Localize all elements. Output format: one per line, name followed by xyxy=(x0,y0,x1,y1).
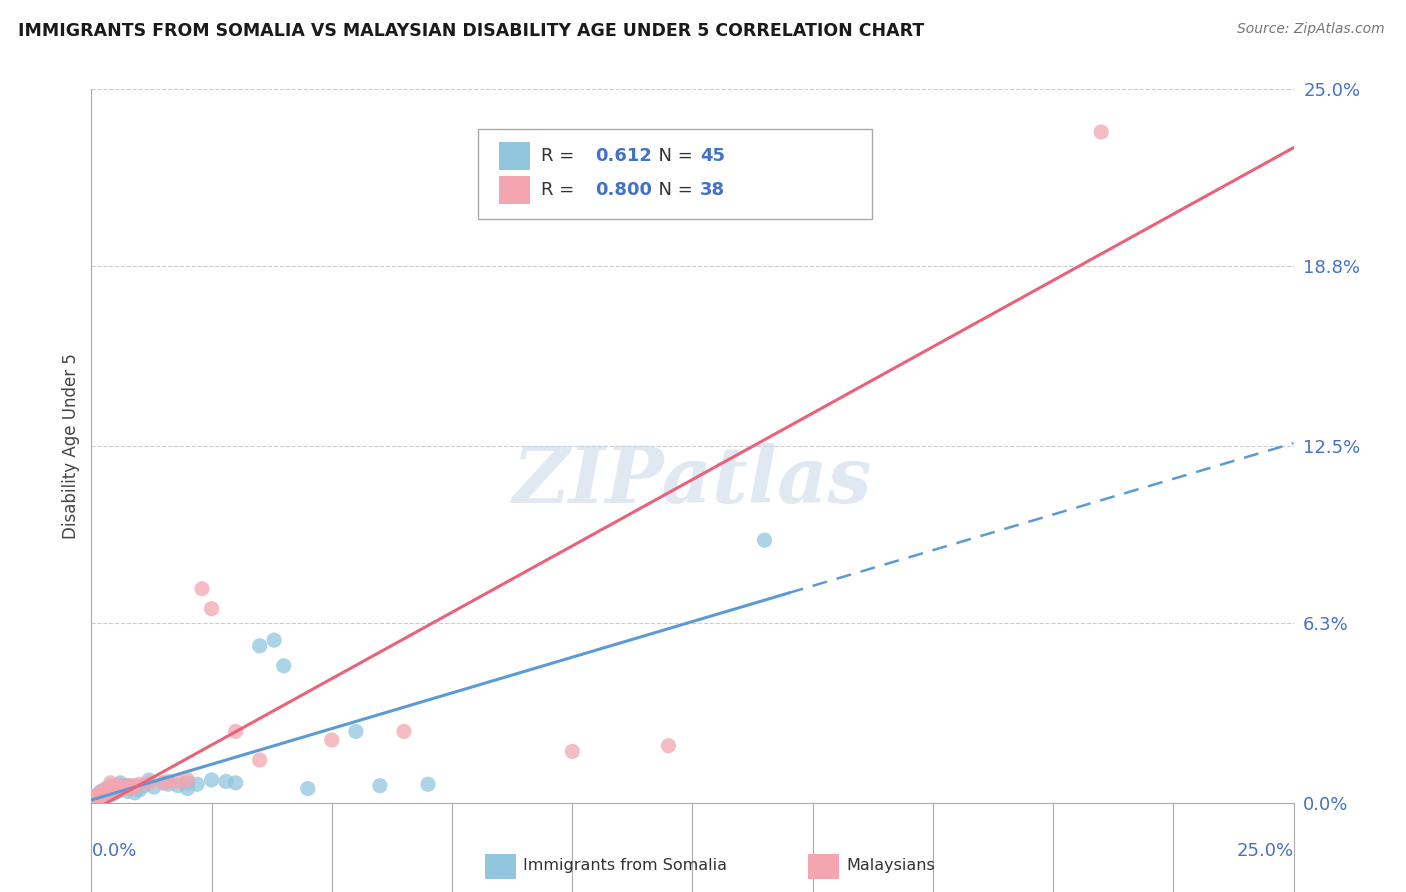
Point xyxy=(754,533,776,548)
Point xyxy=(368,779,391,793)
Point xyxy=(225,724,247,739)
Point xyxy=(117,784,139,798)
Point xyxy=(125,781,148,796)
Point xyxy=(111,781,134,796)
Point xyxy=(128,777,150,791)
Point xyxy=(392,724,415,739)
Point xyxy=(152,776,174,790)
Point xyxy=(114,780,136,794)
Text: Source: ZipAtlas.com: Source: ZipAtlas.com xyxy=(1237,22,1385,37)
Point xyxy=(157,777,180,791)
Point xyxy=(167,779,190,793)
Point xyxy=(93,784,115,798)
Point xyxy=(84,791,107,805)
Point xyxy=(124,786,146,800)
Point xyxy=(657,739,679,753)
Point xyxy=(263,633,285,648)
Point xyxy=(152,776,174,790)
Point xyxy=(200,772,222,787)
Point xyxy=(100,781,122,796)
Point xyxy=(1090,125,1112,139)
Point xyxy=(124,779,146,793)
Point xyxy=(176,772,198,787)
Point xyxy=(107,783,129,797)
Point xyxy=(89,790,111,805)
Point xyxy=(321,733,343,747)
Point xyxy=(110,776,132,790)
Point xyxy=(297,781,319,796)
Point xyxy=(94,781,117,796)
Point xyxy=(100,779,122,793)
Point xyxy=(167,774,190,789)
Point xyxy=(86,793,108,807)
Point xyxy=(157,774,180,789)
Point xyxy=(94,783,117,797)
Point xyxy=(90,789,112,803)
Point xyxy=(176,776,198,790)
Point xyxy=(101,787,124,801)
Point xyxy=(100,776,122,790)
Point xyxy=(91,791,114,805)
Point xyxy=(134,779,156,793)
Point xyxy=(344,724,367,739)
Point xyxy=(186,777,208,791)
Point xyxy=(87,787,110,801)
Point xyxy=(101,784,124,798)
Point xyxy=(97,784,120,798)
Point xyxy=(94,790,117,805)
Text: 0.612: 0.612 xyxy=(595,147,651,165)
Text: 0.0%: 0.0% xyxy=(91,842,136,860)
Text: ZIPatlas: ZIPatlas xyxy=(513,443,872,520)
Text: IMMIGRANTS FROM SOMALIA VS MALAYSIAN DISABILITY AGE UNDER 5 CORRELATION CHART: IMMIGRANTS FROM SOMALIA VS MALAYSIAN DIS… xyxy=(18,22,925,40)
Point xyxy=(191,582,214,596)
Point xyxy=(249,753,271,767)
Text: Malaysians: Malaysians xyxy=(846,858,935,872)
Point xyxy=(121,781,143,796)
Point xyxy=(84,790,107,805)
Point xyxy=(87,790,110,805)
Point xyxy=(83,793,105,807)
Point xyxy=(121,780,143,794)
Text: N =: N = xyxy=(647,181,699,199)
Point xyxy=(93,787,115,801)
Point xyxy=(273,658,295,673)
Point xyxy=(83,793,105,807)
Point xyxy=(86,789,108,803)
Text: N =: N = xyxy=(647,147,699,165)
Point xyxy=(138,772,160,787)
Point xyxy=(142,780,165,794)
Point xyxy=(104,780,127,794)
Text: 38: 38 xyxy=(700,181,725,199)
Point xyxy=(176,781,198,796)
Point xyxy=(118,779,141,793)
Point xyxy=(118,781,141,796)
Text: Immigrants from Somalia: Immigrants from Somalia xyxy=(523,858,727,872)
Point xyxy=(90,784,112,798)
Point xyxy=(117,779,139,793)
Point xyxy=(561,744,583,758)
Point xyxy=(215,774,238,789)
Point xyxy=(104,781,127,796)
Point xyxy=(94,787,117,801)
Point xyxy=(107,784,129,798)
Point xyxy=(114,779,136,793)
Y-axis label: Disability Age Under 5: Disability Age Under 5 xyxy=(62,353,80,539)
Text: 45: 45 xyxy=(700,147,725,165)
Text: 0.800: 0.800 xyxy=(595,181,652,199)
Point xyxy=(200,601,222,615)
Point xyxy=(225,776,247,790)
Point xyxy=(84,790,107,805)
Text: 25.0%: 25.0% xyxy=(1236,842,1294,860)
Text: R =: R = xyxy=(541,147,581,165)
Point xyxy=(89,786,111,800)
Point xyxy=(138,776,160,790)
Point xyxy=(111,781,134,796)
Point xyxy=(249,639,271,653)
Point xyxy=(84,791,107,805)
Point xyxy=(416,777,439,791)
Point xyxy=(97,786,120,800)
Text: R =: R = xyxy=(541,181,581,199)
Point xyxy=(110,779,132,793)
Point xyxy=(128,783,150,797)
